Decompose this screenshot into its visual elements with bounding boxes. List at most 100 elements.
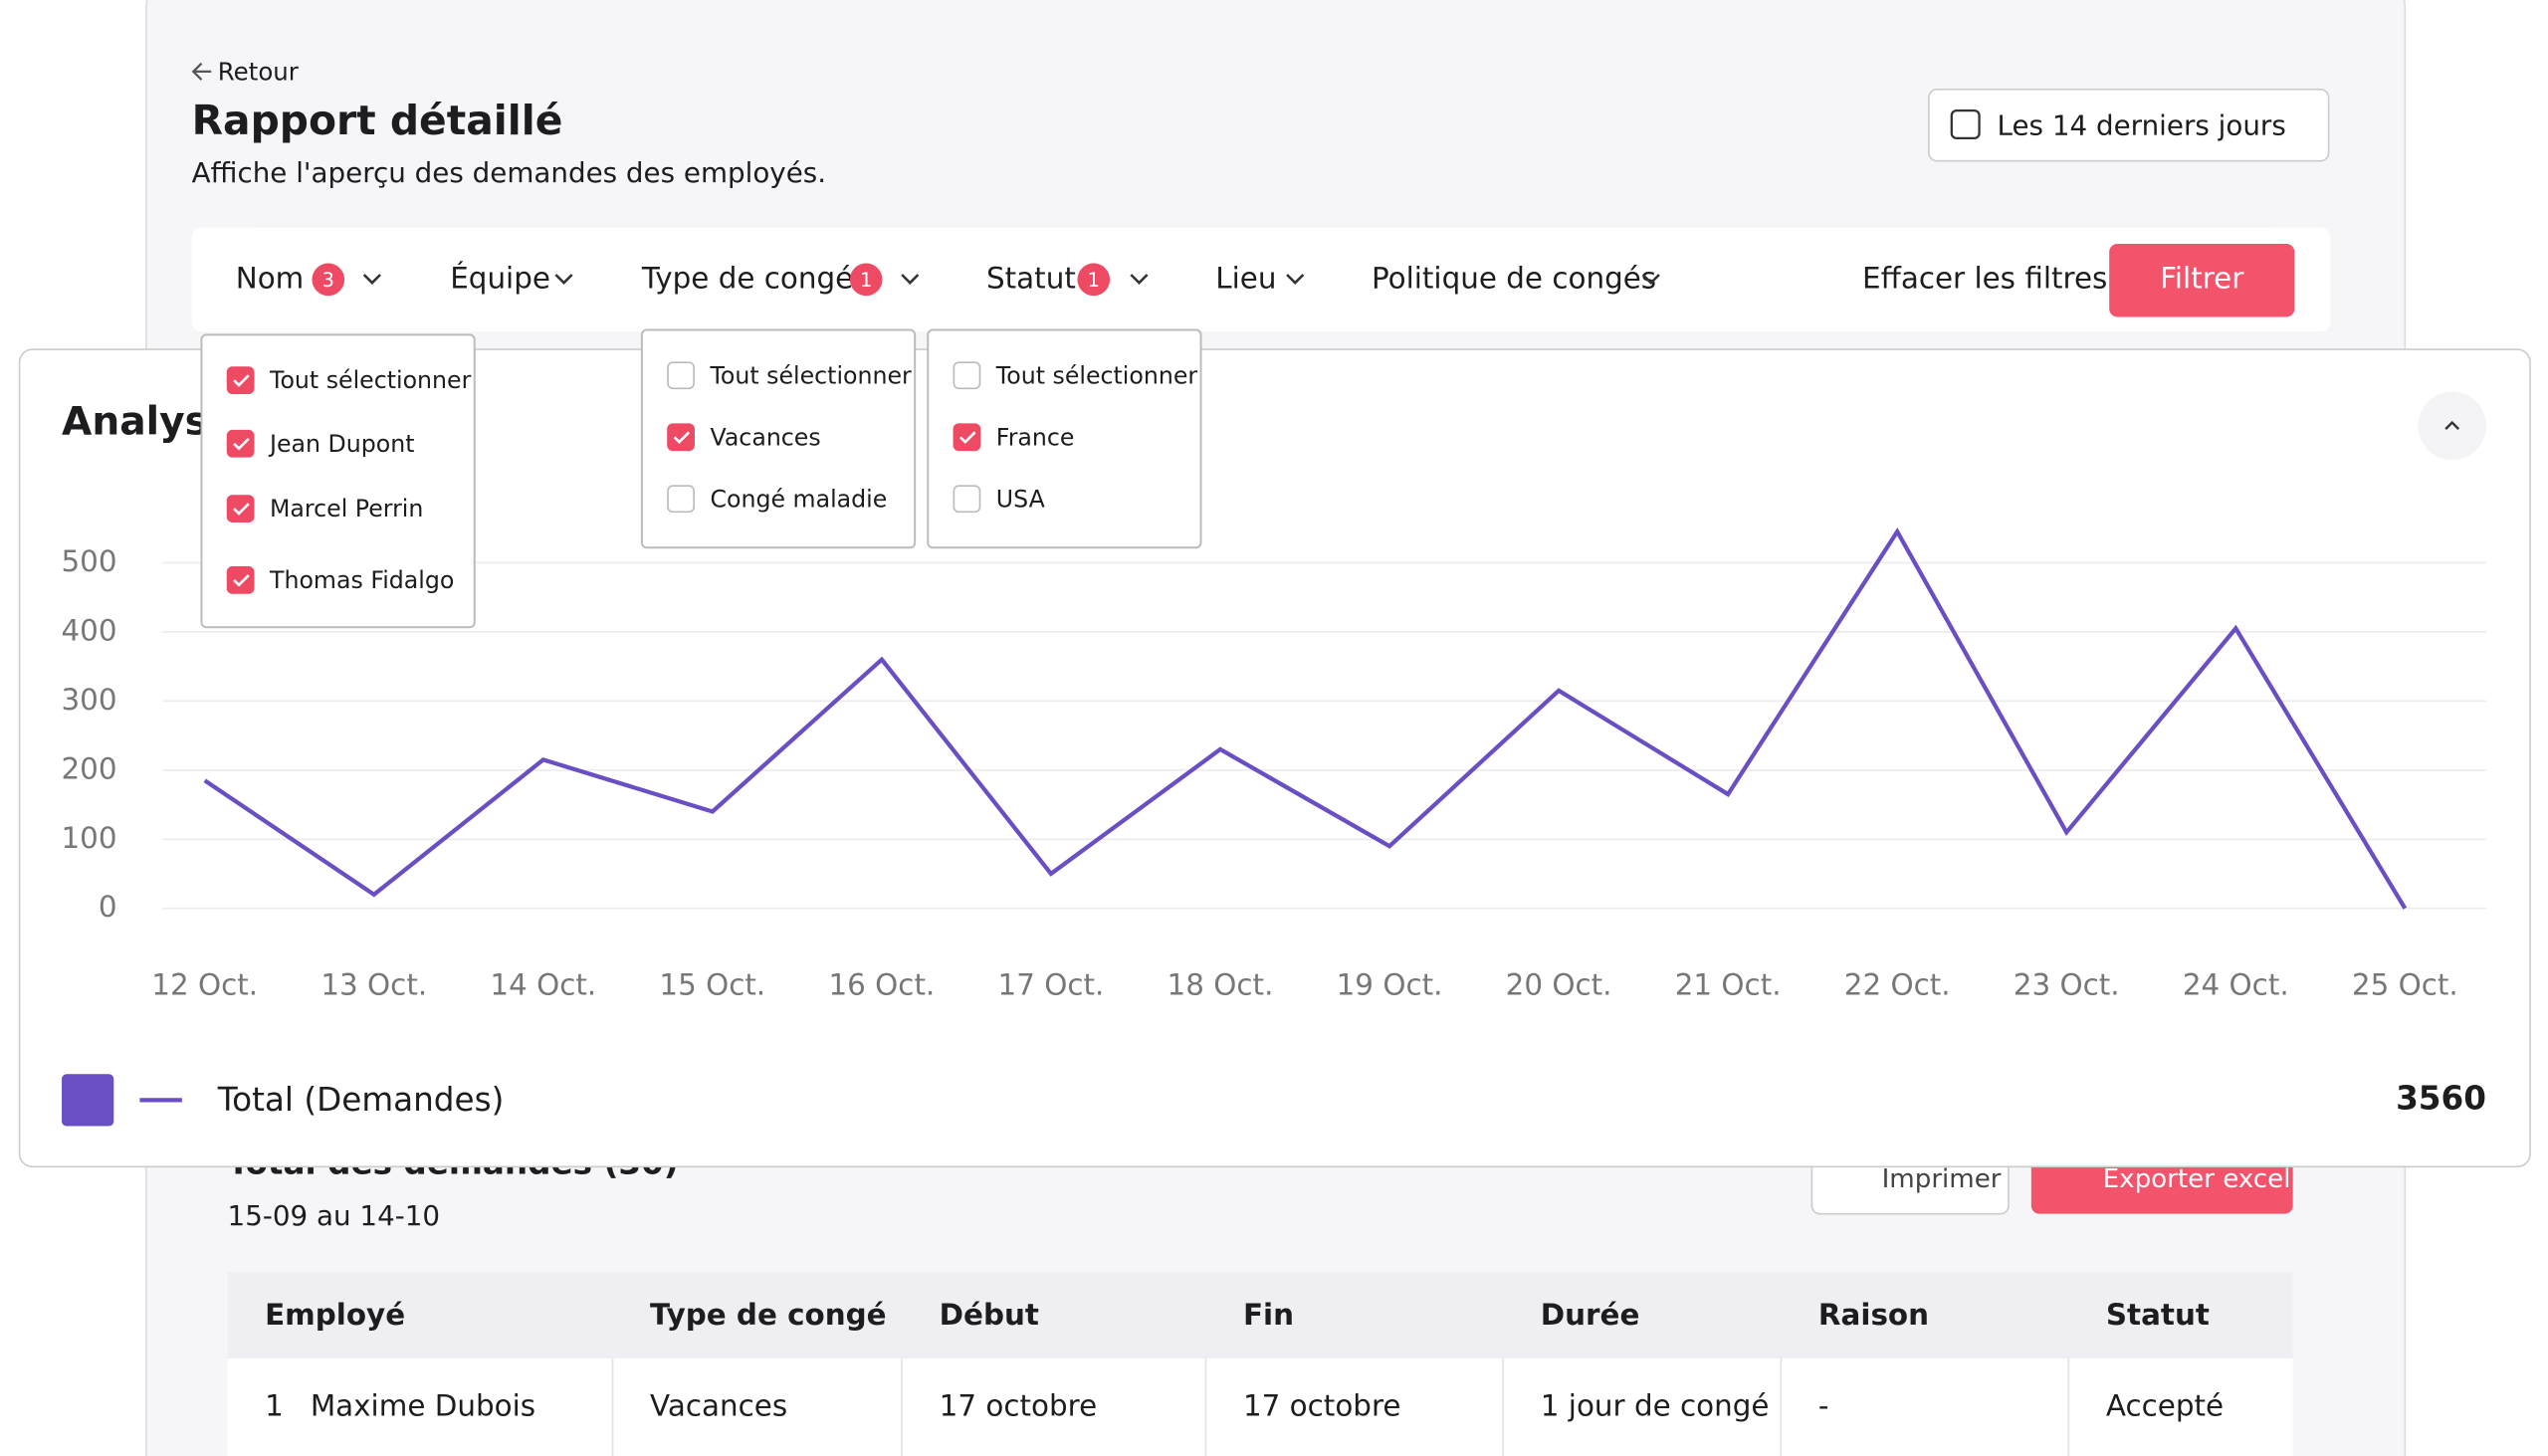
y-tick-label: 100 — [61, 821, 116, 855]
table-cell: 1 jour de congé — [1541, 1388, 1770, 1422]
dropdown-option: Thomas Fidalgo — [269, 566, 454, 594]
dropdown-option: Jean Dupont — [268, 430, 415, 458]
dropdown-option: USA — [996, 485, 1045, 513]
y-tick-label: 0 — [99, 890, 117, 924]
checkbox[interactable] — [226, 566, 255, 594]
checkmark — [233, 374, 250, 387]
chevron — [362, 274, 381, 286]
filter-label: Nom — [236, 261, 305, 295]
column-header: Fin — [1243, 1298, 1294, 1332]
checkmark — [233, 437, 250, 451]
checkmark — [673, 431, 691, 445]
y-tick-label: 300 — [61, 683, 116, 717]
checkbox[interactable] — [953, 485, 981, 514]
date-range: Les 14 derniers jours — [1998, 108, 2286, 141]
table-cell: 1 — [265, 1388, 284, 1422]
filter-count: 1 — [860, 269, 872, 292]
chevron — [1286, 274, 1305, 286]
date-button[interactable] — [1928, 89, 2330, 162]
filter-badge — [849, 263, 883, 297]
filter-count: 3 — [322, 269, 334, 292]
legend-swatch — [62, 1074, 114, 1127]
line-series — [203, 527, 2408, 910]
filter-label: Politique de congés — [1372, 261, 1656, 295]
clear-filters: Effacer les filtres — [1862, 261, 2107, 295]
dropdown-option: Marcel Perrin — [270, 495, 423, 522]
chevron — [1641, 274, 1660, 286]
checkbox[interactable] — [667, 485, 695, 514]
table-cell: Accepté — [2106, 1388, 2224, 1422]
column-header: Début — [940, 1298, 1039, 1332]
dropdown — [640, 328, 917, 549]
page-subtitle: Affiche l'aperçu des demandes des employ… — [192, 156, 826, 189]
chart-card — [18, 348, 2531, 1168]
dropdown-option: Tout sélectionner — [269, 366, 472, 394]
filter-label: Lieu — [1215, 261, 1276, 295]
checkmark — [233, 503, 250, 516]
back-link: Retour — [218, 58, 300, 87]
dropdown-option: Vacances — [710, 423, 820, 451]
x-tick-label: 13 Oct. — [320, 968, 427, 1002]
y-tick-label: 500 — [61, 544, 116, 578]
filter-button[interactable] — [2109, 243, 2295, 317]
calendar-icon — [1950, 108, 1981, 139]
y-tick-label: 400 — [61, 613, 116, 647]
checkbox[interactable] — [953, 423, 981, 452]
collapse-button[interactable] — [2418, 391, 2486, 461]
x-tick-label: 16 Oct. — [828, 968, 935, 1002]
x-tick-label: 24 Oct. — [2183, 968, 2289, 1002]
x-tick-label: 12 Oct. — [151, 968, 258, 1002]
x-tick-label: 17 Oct. — [998, 968, 1105, 1002]
legend-label: Total (Demandes) — [217, 1081, 505, 1119]
table-cell: Maxime Dubois — [311, 1388, 535, 1422]
x-tick-label: 20 Oct. — [1506, 968, 1612, 1002]
x-tick-label: 25 Oct. — [2352, 968, 2458, 1002]
x-tick-label: 22 Oct. — [1844, 968, 1951, 1002]
print-label: Imprimer — [1882, 1164, 2002, 1194]
filter-button-label: Filtrer — [2160, 261, 2244, 295]
table-cell: 17 octobre — [1243, 1388, 1400, 1422]
checkbox[interactable] — [226, 495, 255, 522]
column-header: Durée — [1541, 1298, 1640, 1332]
table-cell: Vacances — [650, 1388, 787, 1422]
filter-bar — [191, 227, 2331, 332]
column-header: Statut — [2106, 1298, 2210, 1332]
x-tick-label: 18 Oct. — [1168, 968, 1274, 1002]
export-label: Exporter excel — [2103, 1164, 2291, 1194]
table-period: 15-09 au 14-10 — [228, 1199, 441, 1232]
dropdown-option: Congé maladie — [710, 485, 887, 513]
table-cell: 17 octobre — [940, 1388, 1097, 1422]
y-tick-label: 200 — [61, 751, 116, 785]
column-header: Employé — [265, 1298, 405, 1332]
dropdown-option: Tout sélectionner — [995, 361, 1198, 389]
checkbox[interactable] — [667, 423, 695, 452]
checkmark — [233, 574, 250, 587]
checkbox[interactable] — [953, 361, 981, 390]
x-tick-label: 14 Oct. — [490, 968, 596, 1002]
dropdown — [927, 328, 1202, 549]
checkbox[interactable] — [667, 361, 695, 390]
checkbox[interactable] — [226, 429, 255, 458]
chevron — [554, 274, 573, 286]
back-arrow — [191, 62, 212, 81]
filter-badge — [1077, 263, 1111, 297]
dropdown — [200, 333, 476, 629]
table-cell: - — [1818, 1388, 1829, 1422]
checkbox[interactable] — [226, 366, 255, 394]
table-header — [227, 1272, 2293, 1358]
column-header: Type de congé — [650, 1298, 887, 1332]
x-tick-label: 15 Oct. — [659, 968, 765, 1002]
dropdown-option: Tout sélectionner — [709, 361, 912, 389]
column-header: Raison — [1818, 1298, 1929, 1332]
page-title: Rapport détaillé — [192, 97, 563, 144]
filter-label: Équipe — [450, 260, 550, 295]
filter-label: Statut — [986, 261, 1076, 295]
chevron — [1130, 274, 1149, 286]
collapse-icon — [2444, 420, 2460, 430]
x-tick-label: 21 Oct. — [1675, 968, 1782, 1002]
filter-count: 1 — [1088, 269, 1100, 292]
filter-badge — [312, 263, 345, 297]
filter-label: Type de congé — [641, 261, 853, 295]
x-tick-label: 19 Oct. — [1337, 968, 1443, 1002]
